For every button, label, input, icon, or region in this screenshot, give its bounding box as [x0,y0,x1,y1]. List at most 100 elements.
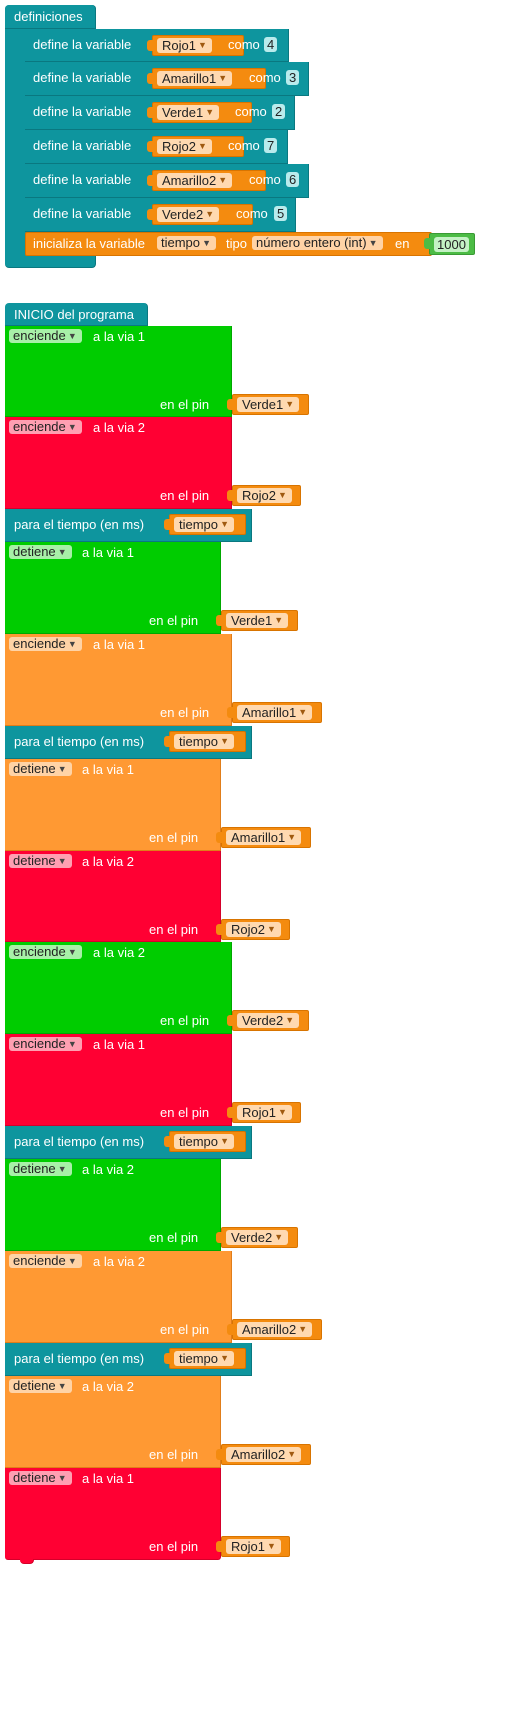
pin-slot[interactable]: Amarillo2 ▼ [227,1319,322,1340]
value-field[interactable]: 3 [286,70,300,85]
pin-dropdown[interactable]: Amarillo1 ▼ [237,705,313,720]
define-row-verde2[interactable]: define la variable Verde2 ▼ como 5 [25,198,296,232]
wait-slot[interactable]: tiempo ▼ [164,1348,246,1369]
como-label: como [249,70,281,85]
variable-slot[interactable]: Verde2 ▼ [147,204,253,225]
chevron-down-icon: ▼ [67,1039,77,1049]
wait-block[interactable]: para el tiempo (en ms) tiempo ▼ [5,509,252,542]
type-dropdown[interactable]: número entero (int) ▼ [252,236,383,250]
pin-slot[interactable]: Rojo1 ▼ [227,1102,301,1123]
variable-dropdown[interactable]: Verde2 ▼ [157,207,220,222]
variable-slot[interactable]: Verde1 ▼ [147,102,252,123]
wait-block[interactable]: para el tiempo (en ms) tiempo ▼ [5,726,252,759]
pin-block[interactable]: detiene ▼ a la via 1 en el pin [5,1468,221,1560]
action-dropdown[interactable]: enciende ▼ [9,1037,82,1051]
pin-block[interactable]: enciende ▼ a la via 2 en el pin [5,417,232,509]
define-row-amarillo2[interactable]: define la variable Amarillo2 ▼ como 6 [25,164,309,198]
pin-dropdown[interactable]: Verde1 ▼ [237,397,300,412]
action-dropdown[interactable]: detiene ▼ [9,854,72,868]
variable-dropdown[interactable]: Amarillo2 ▼ [157,173,233,188]
action-dropdown[interactable]: enciende ▼ [9,420,82,434]
chevron-down-icon: ▼ [267,1541,276,1551]
define-row-rojo1[interactable]: define la variable Rojo1 ▼ como 4 [25,29,289,62]
wait-dropdown[interactable]: tiempo ▼ [174,1134,235,1149]
wait-slot[interactable]: tiempo ▼ [164,1131,246,1152]
variable-dropdown[interactable]: Verde1 ▼ [157,105,220,120]
pin-label: en el pin [149,613,199,628]
variable-slot[interactable]: Rojo2 ▼ [147,136,244,157]
action-dropdown[interactable]: detiene ▼ [9,1379,72,1393]
pin-dropdown[interactable]: Verde1 ▼ [226,613,289,628]
pin-dropdown[interactable]: Amarillo2 ▼ [226,1447,302,1462]
pin-dropdown[interactable]: Rojo1 ▼ [226,1539,281,1554]
pin-block[interactable]: enciende ▼ a la via 1 en el pin [5,326,232,417]
value-field[interactable]: 5 [274,206,288,221]
definitions-title: definiciones [14,9,83,24]
chevron-down-icon: ▼ [298,707,308,717]
action-dropdown[interactable]: enciende ▼ [9,1254,82,1268]
init-value-block[interactable]: 1000 [424,233,475,255]
define-row-verde1[interactable]: define la variable Verde1 ▼ como 2 [25,96,295,130]
init-variable-block[interactable]: inicializa la variable tiempo ▼ tipo núme… [25,232,432,256]
action-dropdown[interactable]: detiene ▼ [9,545,72,559]
wait-dropdown[interactable]: tiempo ▼ [174,734,235,749]
variable-slot[interactable]: Rojo1 ▼ [147,35,244,56]
pin-block[interactable]: enciende ▼ a la via 1 en el pin [5,1034,232,1126]
variable-dropdown[interactable]: Amarillo1 ▼ [157,71,233,86]
wait-dropdown[interactable]: tiempo ▼ [174,1351,235,1366]
wait-block[interactable]: para el tiempo (en ms) tiempo ▼ [5,1343,252,1376]
pin-block[interactable]: enciende ▼ a la via 2 en el pin [5,1251,232,1343]
value-field[interactable]: 4 [264,37,278,52]
pin-block[interactable]: detiene ▼ a la via 2 en el pin [5,851,221,942]
value-field[interactable]: 6 [286,172,300,187]
pin-slot[interactable]: Amarillo1 ▼ [216,827,311,848]
action-dropdown[interactable]: enciende ▼ [9,945,82,959]
pin-slot[interactable]: Verde1 ▼ [227,394,309,415]
wait-dropdown[interactable]: tiempo ▼ [174,517,235,532]
pin-block[interactable]: enciende ▼ a la via 1 en el pin [5,634,232,726]
pin-dropdown[interactable]: Rojo2 ▼ [226,922,281,937]
pin-dropdown[interactable]: Verde2 ▼ [237,1013,300,1028]
action-dropdown[interactable]: enciende ▼ [9,637,82,651]
variable-dropdown[interactable]: Rojo2 ▼ [157,139,212,154]
wait-slot[interactable]: tiempo ▼ [164,514,246,535]
pin-dropdown[interactable]: Amarillo2 ▼ [237,1322,313,1337]
variable-dropdown[interactable]: Rojo1 ▼ [157,38,212,53]
pin-block[interactable]: detiene ▼ a la via 2 en el pin [5,1159,221,1251]
pin-label: en el pin [160,397,210,412]
pin-dropdown[interactable]: Rojo1 ▼ [237,1105,292,1120]
value-field[interactable]: 7 [264,138,278,153]
define-row-amarillo1[interactable]: define la variable Amarillo1 ▼ como 3 [25,62,309,96]
variable-slot[interactable]: Amarillo1 ▼ [147,68,266,89]
pin-slot[interactable]: Amarillo1 ▼ [227,702,322,723]
program-hat[interactable]: INICIO del programa [5,303,148,326]
init-value-field[interactable]: 1000 [434,237,469,252]
pin-slot[interactable]: Verde2 ▼ [216,1227,298,1248]
pin-block[interactable]: detiene ▼ a la via 2 en el pin [5,1376,221,1468]
wait-slot[interactable]: tiempo ▼ [164,731,246,752]
pin-slot[interactable]: Verde2 ▼ [227,1010,309,1031]
chevron-down-icon: ▼ [220,519,230,529]
pin-slot[interactable]: Verde1 ▼ [216,610,298,631]
pin-block[interactable]: detiene ▼ a la via 1 en el pin [5,542,221,634]
action-dropdown[interactable]: detiene ▼ [9,1162,72,1176]
definitions-hat[interactable]: definiciones [5,5,96,29]
pin-dropdown[interactable]: Verde2 ▼ [226,1230,289,1245]
pin-slot[interactable]: Rojo1 ▼ [216,1536,290,1557]
value-field[interactable]: 2 [272,104,286,119]
wait-block[interactable]: para el tiempo (en ms) tiempo ▼ [5,1126,252,1159]
pin-dropdown[interactable]: Rojo2 ▼ [237,488,292,503]
define-row-rojo2[interactable]: define la variable Rojo2 ▼ como 7 [25,130,288,164]
pin-slot[interactable]: Rojo2 ▼ [216,919,290,940]
pin-block[interactable]: detiene ▼ a la via 1 en el pin [5,759,221,851]
init-variable-dropdown[interactable]: tiempo ▼ [157,236,217,250]
action-dropdown[interactable]: detiene ▼ [9,762,72,776]
action-dropdown[interactable]: enciende ▼ [9,329,82,343]
action-dropdown[interactable]: detiene ▼ [9,1471,72,1485]
pin-slot[interactable]: Rojo2 ▼ [227,485,301,506]
pin-block[interactable]: enciende ▼ a la via 2 en el pin [5,942,232,1034]
variable-slot[interactable]: Amarillo2 ▼ [147,170,266,191]
pin-dropdown[interactable]: Amarillo1 ▼ [226,830,302,845]
pin-slot[interactable]: Amarillo2 ▼ [216,1444,311,1465]
chevron-down-icon: ▼ [67,947,77,957]
